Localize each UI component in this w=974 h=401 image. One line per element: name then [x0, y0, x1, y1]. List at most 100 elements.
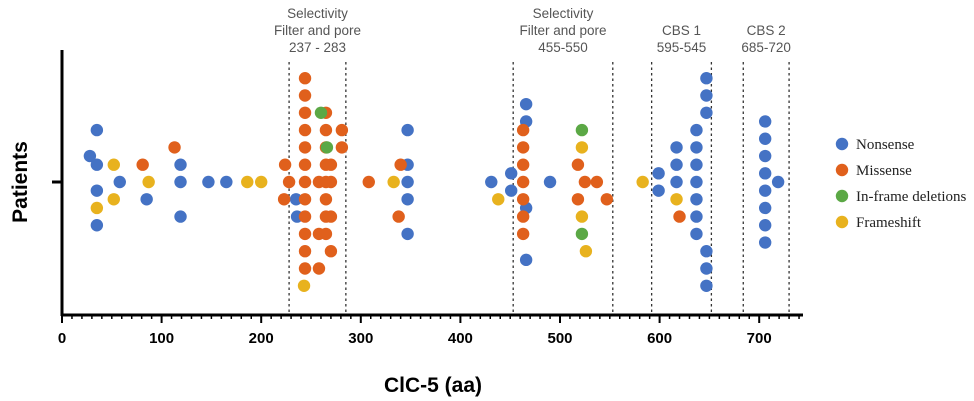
- data-point-nonsense: [652, 167, 665, 180]
- legend-label-in-frame-deletions: In-frame deletions: [856, 189, 967, 205]
- data-point-missense: [298, 106, 312, 120]
- data-point-missense: [298, 141, 312, 154]
- region-label-line: CBS 1: [662, 23, 701, 38]
- data-point-frameshift: [387, 175, 400, 189]
- data-point-nonsense: [758, 219, 772, 232]
- data-point-missense: [282, 175, 296, 189]
- data-point-nonsense: [401, 123, 414, 137]
- data-point-nonsense: [758, 167, 772, 180]
- legend-label-nonsense: Nonsense: [856, 137, 915, 153]
- legend-marker-frameshift: [835, 215, 849, 229]
- data-point-nonsense: [289, 193, 303, 206]
- data-point-missense: [335, 141, 349, 154]
- region-label-line: Selectivity: [533, 6, 594, 21]
- region-label-line: 237 - 283: [289, 40, 346, 55]
- data-point-nonsense: [519, 253, 533, 267]
- data-point-missense: [516, 158, 530, 171]
- data-point-frameshift: [297, 279, 311, 292]
- data-point-missense: [324, 245, 338, 258]
- data-point-frameshift: [579, 245, 593, 258]
- x-tick-label: 500: [547, 330, 572, 347]
- data-point-missense: [136, 158, 149, 171]
- data-point-missense: [319, 193, 333, 206]
- data-point-missense: [600, 193, 614, 206]
- data-point-missense: [168, 141, 181, 154]
- data-point-missense: [298, 227, 312, 241]
- x-tick-label: 700: [747, 330, 772, 347]
- x-tick-label: 300: [348, 330, 373, 347]
- data-point-nonsense: [690, 210, 703, 223]
- x-axis-ticks: 0 100 200 300 400 500 600 700: [58, 315, 800, 347]
- data-point-missense: [298, 245, 312, 258]
- data-point-missense: [298, 262, 312, 275]
- data-point-nonsense: [140, 193, 153, 206]
- data-point-frameshift: [107, 158, 120, 171]
- data-point-nonsense: [220, 175, 233, 189]
- region-label-line: Filter and pore: [274, 23, 361, 38]
- data-point-missense: [324, 175, 338, 189]
- data-point-missense: [578, 175, 592, 189]
- data-point-missense: [278, 158, 292, 171]
- data-point-missense: [277, 193, 291, 206]
- data-point-nonsense: [690, 123, 703, 137]
- data-point-missense: [571, 158, 585, 171]
- data-point-missense: [516, 227, 530, 241]
- x-tick-label: 200: [249, 330, 274, 347]
- data-point-nonsense: [758, 149, 772, 163]
- data-point-nonsense: [758, 236, 772, 249]
- data-point-frameshift: [90, 201, 104, 215]
- data-point-missense: [362, 175, 375, 189]
- data-point-nonsense: [700, 279, 713, 292]
- data-point-frameshift: [575, 141, 589, 154]
- data-point-missense: [324, 158, 338, 171]
- x-tick-label: 0: [58, 330, 66, 347]
- data-point-nonsense: [485, 175, 498, 189]
- data-point-nonsense: [401, 227, 414, 241]
- data-point-nonsense: [90, 123, 104, 137]
- data-point-nonsense: [90, 158, 104, 171]
- data-point-frameshift: [241, 175, 254, 189]
- data-point-nonsense: [174, 158, 187, 171]
- data-point-nonsense: [758, 115, 772, 128]
- data-point-frameshift: [575, 210, 589, 223]
- data-point-nonsense: [690, 175, 703, 189]
- data-point-nonsense: [543, 175, 557, 189]
- legend-label-frameshift: Frameshift: [856, 215, 922, 231]
- legend-marker-missense: [835, 163, 849, 177]
- data-point-frameshift: [107, 193, 120, 206]
- data-point-nonsense: [700, 245, 713, 258]
- data-point-frameshift: [255, 175, 268, 189]
- x-axis-title: ClC-5 (aa): [384, 374, 482, 397]
- data-point-nonsense: [700, 89, 713, 102]
- data-point-nonsense: [202, 175, 215, 189]
- data-point-missense: [394, 158, 407, 171]
- data-point-nonsense: [700, 106, 713, 120]
- x-tick-label: 100: [149, 330, 174, 347]
- x-tick-label: 400: [448, 330, 473, 347]
- legend: Nonsense Missense In-frame deletions Frames…: [835, 137, 967, 231]
- data-point-missense: [516, 141, 530, 154]
- data-point-nonsense: [504, 184, 518, 197]
- data-point-nonsense: [90, 219, 104, 232]
- data-point-missense: [298, 193, 312, 206]
- data-point-missense: [319, 123, 333, 137]
- data-point-nonsense: [504, 167, 518, 180]
- region-lines: [288, 62, 790, 315]
- x-tick-label: 600: [647, 330, 672, 347]
- region-label-line: 685-720: [741, 40, 791, 55]
- data-point-frameshift: [142, 175, 155, 189]
- region-label-line: Selectivity: [287, 6, 348, 21]
- data-point-nonsense: [670, 158, 683, 171]
- data-point-nonsense: [83, 149, 97, 163]
- data-point-nonsense: [401, 193, 414, 206]
- data-point-missense: [673, 210, 686, 223]
- y-axis-title: Patients: [9, 141, 32, 223]
- data-point-missense: [298, 89, 312, 102]
- data-point-missense: [335, 123, 349, 137]
- data-point-nonsense: [174, 175, 187, 189]
- data-point-missense: [298, 158, 312, 171]
- data-point-nonsense: [113, 175, 126, 189]
- region-label-line: CBS 2: [747, 23, 786, 38]
- data-points: [83, 72, 785, 292]
- data-point-nonsense: [771, 175, 785, 189]
